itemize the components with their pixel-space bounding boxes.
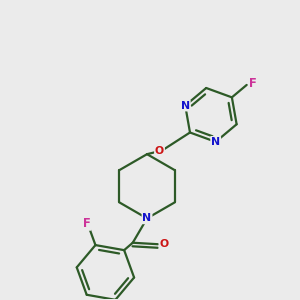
Text: O: O xyxy=(155,146,164,156)
Text: N: N xyxy=(142,213,152,224)
Text: F: F xyxy=(82,217,90,230)
Text: N: N xyxy=(181,100,190,111)
Text: F: F xyxy=(249,76,257,90)
Text: O: O xyxy=(159,239,169,249)
Text: N: N xyxy=(211,137,220,147)
